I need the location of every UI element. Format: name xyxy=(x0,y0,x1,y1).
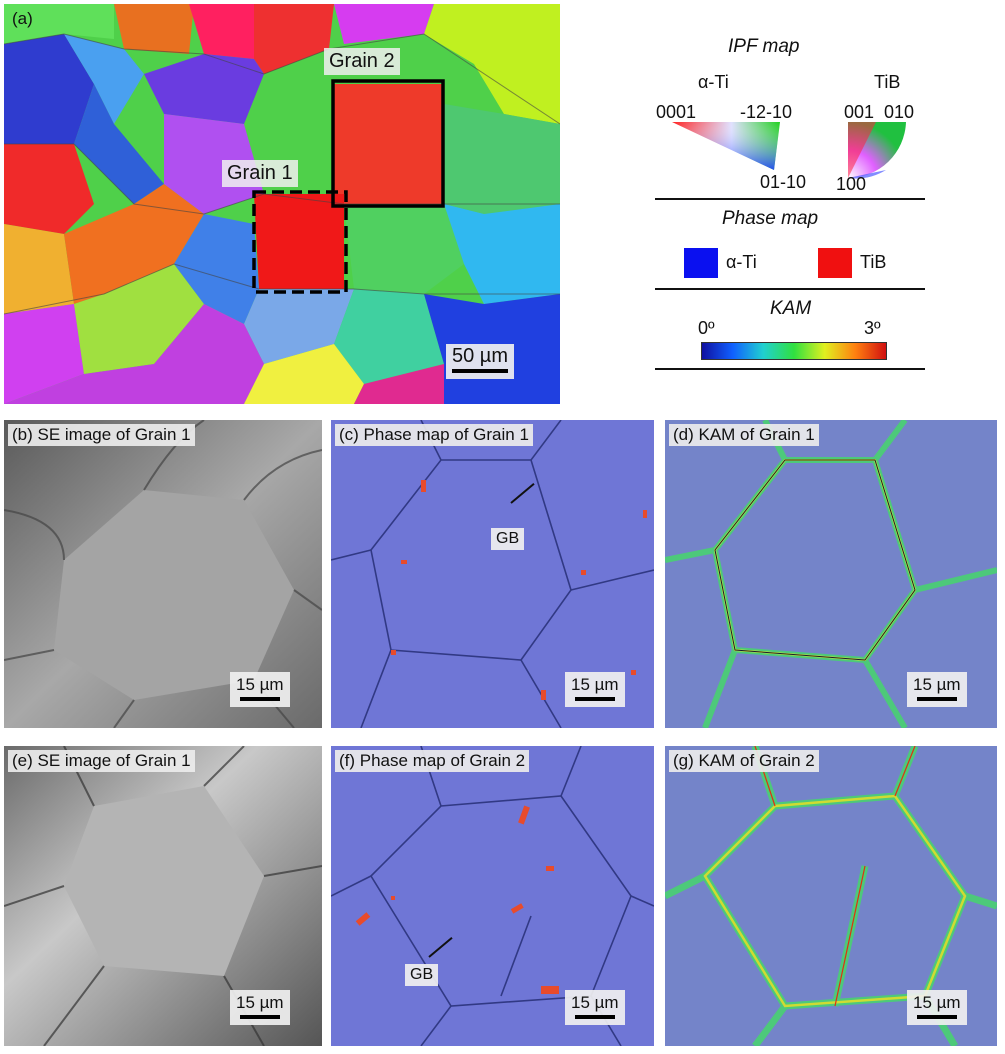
alpha-ti-corner-0110: 01-10 xyxy=(760,172,807,192)
legend: IPF map α-Ti TiB 0001 -12-10 01-10 xyxy=(600,0,1005,410)
kam-legend-title: KAM xyxy=(770,298,812,319)
panel-d-kam: (d) KAM of Grain 1 15 µm xyxy=(665,420,997,728)
panel-d-scale-text: 15 µm xyxy=(913,675,961,694)
panel-g-scale-bar: 15 µm xyxy=(907,990,967,1025)
legend-divider-2 xyxy=(655,288,925,290)
phase-legend-title: Phase map xyxy=(722,208,819,229)
panel-f-label: (f) Phase map of Grain 2 xyxy=(335,750,530,772)
panel-e-scale-text: 15 µm xyxy=(236,993,284,1012)
panel-f-gb-label: GB xyxy=(405,964,439,986)
panel-c-phase-map: (c) Phase map of Grain 1 GB 15 µm xyxy=(331,420,654,728)
panel-b-scale-text: 15 µm xyxy=(236,675,284,694)
panel-d-label: (d) KAM of Grain 1 xyxy=(669,424,819,446)
legend-divider-1 xyxy=(655,198,925,200)
kam-min-label: 0º xyxy=(698,318,715,338)
tib-corner-010: 010 xyxy=(884,102,915,122)
panel-a-label: (a) xyxy=(12,9,33,28)
tib-corner-001: 001 xyxy=(844,102,875,122)
alpha-ti-corner-0001: 0001 xyxy=(656,102,697,122)
panel-e-scale-bar: 15 µm xyxy=(230,990,290,1025)
panel-c-label: (c) Phase map of Grain 1 xyxy=(335,424,533,446)
panel-e-label: (e) SE image of Grain 1 xyxy=(8,750,195,772)
panel-c-gb-label: GB xyxy=(491,528,525,550)
panel-f-scale-bar: 15 µm xyxy=(565,990,625,1025)
kam-max-label: 3º xyxy=(864,318,881,338)
panel-b-se-image: (b) SE image of Grain 1 15 µm xyxy=(4,420,322,728)
panel-c-scale-text: 15 µm xyxy=(571,675,619,694)
tib-phase-name: TiB xyxy=(860,252,887,272)
tib-ipf-quadrant xyxy=(848,122,906,179)
panel-d-scale-bar: 15 µm xyxy=(907,672,967,707)
panel-g-label: (g) KAM of Grain 2 xyxy=(669,750,819,772)
alpha-ti-ipf-triangle xyxy=(672,122,780,170)
tib-ipf-name: TiB xyxy=(874,72,901,92)
ipf-legend-title: IPF map xyxy=(728,36,800,57)
panel-b-label: (b) SE image of Grain 1 xyxy=(8,424,195,446)
panel-b-scale-bar: 15 µm xyxy=(230,672,290,707)
panel-a-ipf-map: (a) Grain 2 Grain 1 50 µm xyxy=(4,4,560,404)
panel-g-scale-text: 15 µm xyxy=(913,993,961,1012)
alpha-ti-ipf-name: α-Ti xyxy=(698,72,729,92)
panel-e-se-image: (e) SE image of Grain 1 15 µm xyxy=(4,746,322,1046)
panel-c-scale-bar: 15 µm xyxy=(565,672,625,707)
tib-swatch xyxy=(818,248,852,278)
panel-f-phase-map: (f) Phase map of Grain 2 GB 15 µm xyxy=(331,746,654,1046)
grain-1-label: Grain 1 xyxy=(222,160,298,187)
alpha-ti-swatch xyxy=(684,248,718,278)
panel-g-kam: (g) KAM of Grain 2 15 µm xyxy=(665,746,997,1046)
panel-a-scale-bar: 50 µm xyxy=(446,344,514,379)
grain-2-label: Grain 2 xyxy=(324,48,400,75)
panel-f-scale-text: 15 µm xyxy=(571,993,619,1012)
panel-a-scale-text: 50 µm xyxy=(452,345,508,367)
tib-corner-100: 100 xyxy=(836,174,867,194)
legend-divider-3 xyxy=(655,368,925,370)
kam-colorbar xyxy=(701,342,887,360)
alpha-ti-corner-1210: -12-10 xyxy=(740,102,793,122)
alpha-ti-phase-name: α-Ti xyxy=(726,252,757,272)
